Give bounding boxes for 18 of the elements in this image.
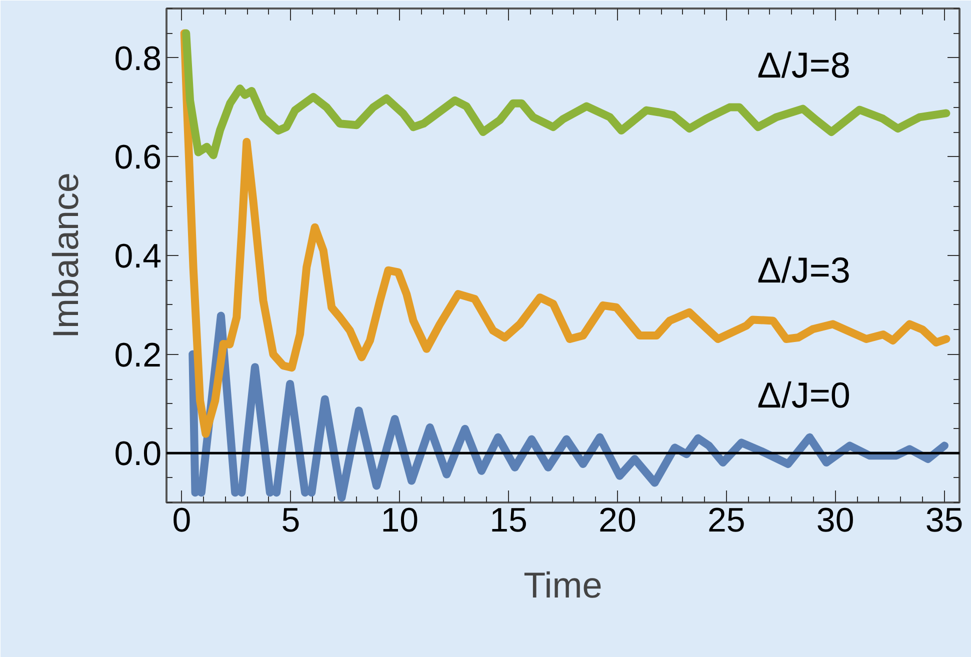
x-tick-label: 25: [707, 502, 746, 540]
y-tick-label: 0.6: [114, 138, 162, 177]
series-label: Δ/J=8: [757, 44, 850, 86]
x-tick-label: 0: [172, 502, 192, 540]
series-label: Δ/J=3: [757, 249, 850, 290]
x-tick-label: 20: [598, 502, 636, 540]
y-tick-label: 0.8: [114, 40, 162, 78]
y-tick-label: 0.2: [114, 336, 162, 374]
y-axis-title: Imbalance: [45, 172, 86, 339]
y-tick-label: 0.0: [114, 435, 162, 474]
x-tick-label: 35: [925, 502, 964, 540]
y-tick-label: 0.4: [114, 238, 162, 276]
x-tick-label: 10: [380, 502, 419, 540]
x-axis-title: Time: [524, 564, 602, 606]
x-tick-label: 15: [490, 502, 528, 540]
x-tick-label: 30: [816, 502, 854, 540]
x-tick-label: 5: [281, 502, 300, 540]
series-label: Δ/J=0: [757, 374, 850, 416]
